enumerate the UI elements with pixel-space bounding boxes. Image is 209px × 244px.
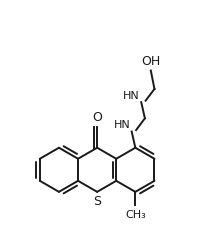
Text: HN: HN (113, 120, 130, 130)
Text: HN: HN (123, 91, 140, 101)
Text: CH₃: CH₃ (125, 210, 146, 220)
Text: OH: OH (141, 55, 161, 68)
Text: S: S (93, 195, 101, 208)
Text: O: O (92, 111, 102, 124)
